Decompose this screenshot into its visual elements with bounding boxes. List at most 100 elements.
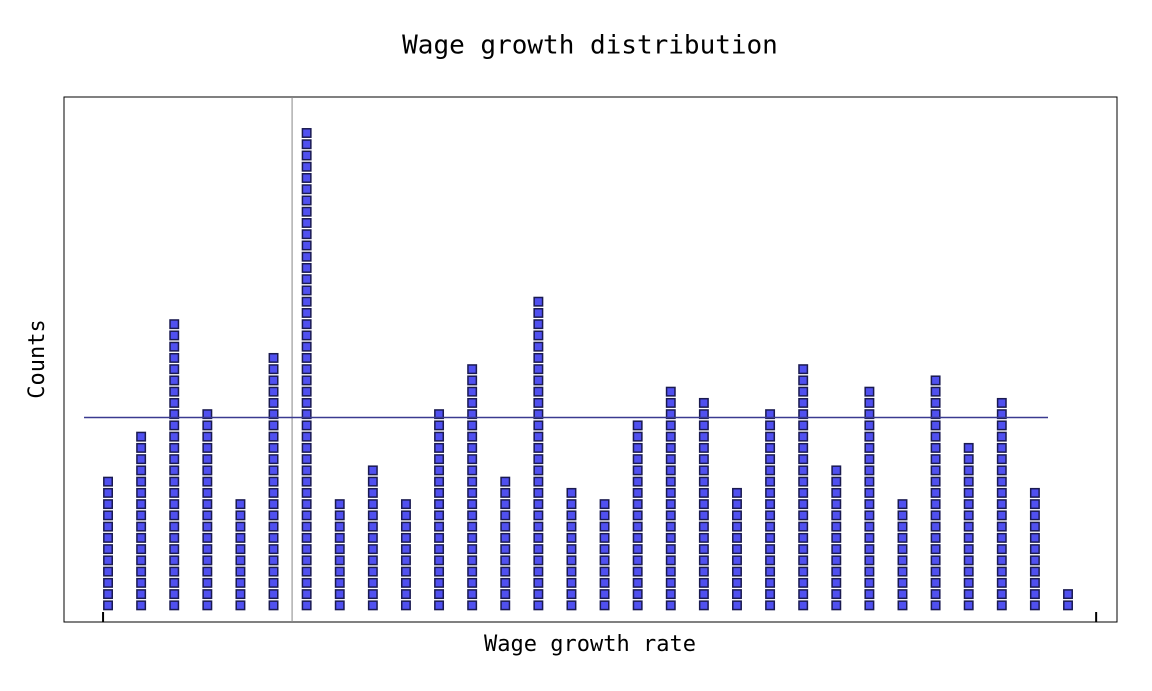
dot [599,577,610,588]
plot-frame [63,96,1118,623]
dot [268,454,279,465]
dot [500,476,511,487]
dot [434,600,445,611]
dot [367,465,378,476]
dot [169,420,180,431]
dot [533,577,544,588]
dot [169,364,180,375]
dot [1029,600,1040,611]
dot [169,341,180,352]
dot [268,420,279,431]
dot [301,285,312,296]
dot [1029,499,1040,510]
dot [400,532,411,543]
dot [500,521,511,532]
dot-stack [367,465,378,611]
dot [798,375,809,386]
dot [831,600,842,611]
dot [301,577,312,588]
dot-stack [202,409,213,611]
dot [930,544,941,555]
dot [963,487,974,498]
dot [698,431,709,442]
dot [202,566,213,577]
dot [235,499,246,510]
dot [798,442,809,453]
dot [533,431,544,442]
dot [864,589,875,600]
dot [533,487,544,498]
dot [930,375,941,386]
dot [698,555,709,566]
dot [732,510,742,521]
dot [533,499,544,510]
dot [698,409,709,420]
dot [996,544,1007,555]
dot [1029,577,1040,588]
dot [798,476,809,487]
dot [566,577,577,588]
dot [831,499,842,510]
dot [202,532,213,543]
dot-stack [765,409,776,611]
dot [136,544,147,555]
dot [566,589,577,600]
dot [765,544,776,555]
dot-stack [831,465,842,611]
dot [301,442,312,453]
dot [1029,566,1040,577]
dot [930,566,941,577]
dot [1029,589,1040,600]
dot [831,544,842,555]
dot [103,566,113,577]
dot [500,487,511,498]
dot [996,487,1007,498]
dot [831,476,842,487]
dot [301,206,312,217]
dot [732,487,742,498]
dot [930,499,941,510]
dot [963,454,974,465]
dot [765,589,776,600]
dot [996,409,1007,420]
dot [930,487,941,498]
dot [268,510,279,521]
dot [301,555,312,566]
dot [301,195,312,206]
dot [467,532,478,543]
dot [566,499,577,510]
dot-stack [136,431,147,611]
dot [169,330,180,341]
dot [533,330,544,341]
dot [268,544,279,555]
dot [732,600,742,611]
dot [632,442,643,453]
dot [301,173,312,183]
dot [864,454,875,465]
dot [798,544,809,555]
dot [202,544,213,555]
dot [500,532,511,543]
dot [301,397,312,408]
dot [334,600,345,611]
dot [136,577,147,588]
dot [202,442,213,453]
dot [235,544,246,555]
dot [533,307,544,318]
dot [268,487,279,498]
dot [632,510,643,521]
dot [732,544,742,555]
dot [169,566,180,577]
dot-stack [1029,487,1040,611]
dot [235,521,246,532]
dot [235,589,246,600]
dot [434,465,445,476]
dot [533,510,544,521]
dot [665,397,676,408]
dot [831,510,842,521]
dot [434,431,445,442]
dot [533,600,544,611]
dot [632,431,643,442]
dot [732,499,742,510]
